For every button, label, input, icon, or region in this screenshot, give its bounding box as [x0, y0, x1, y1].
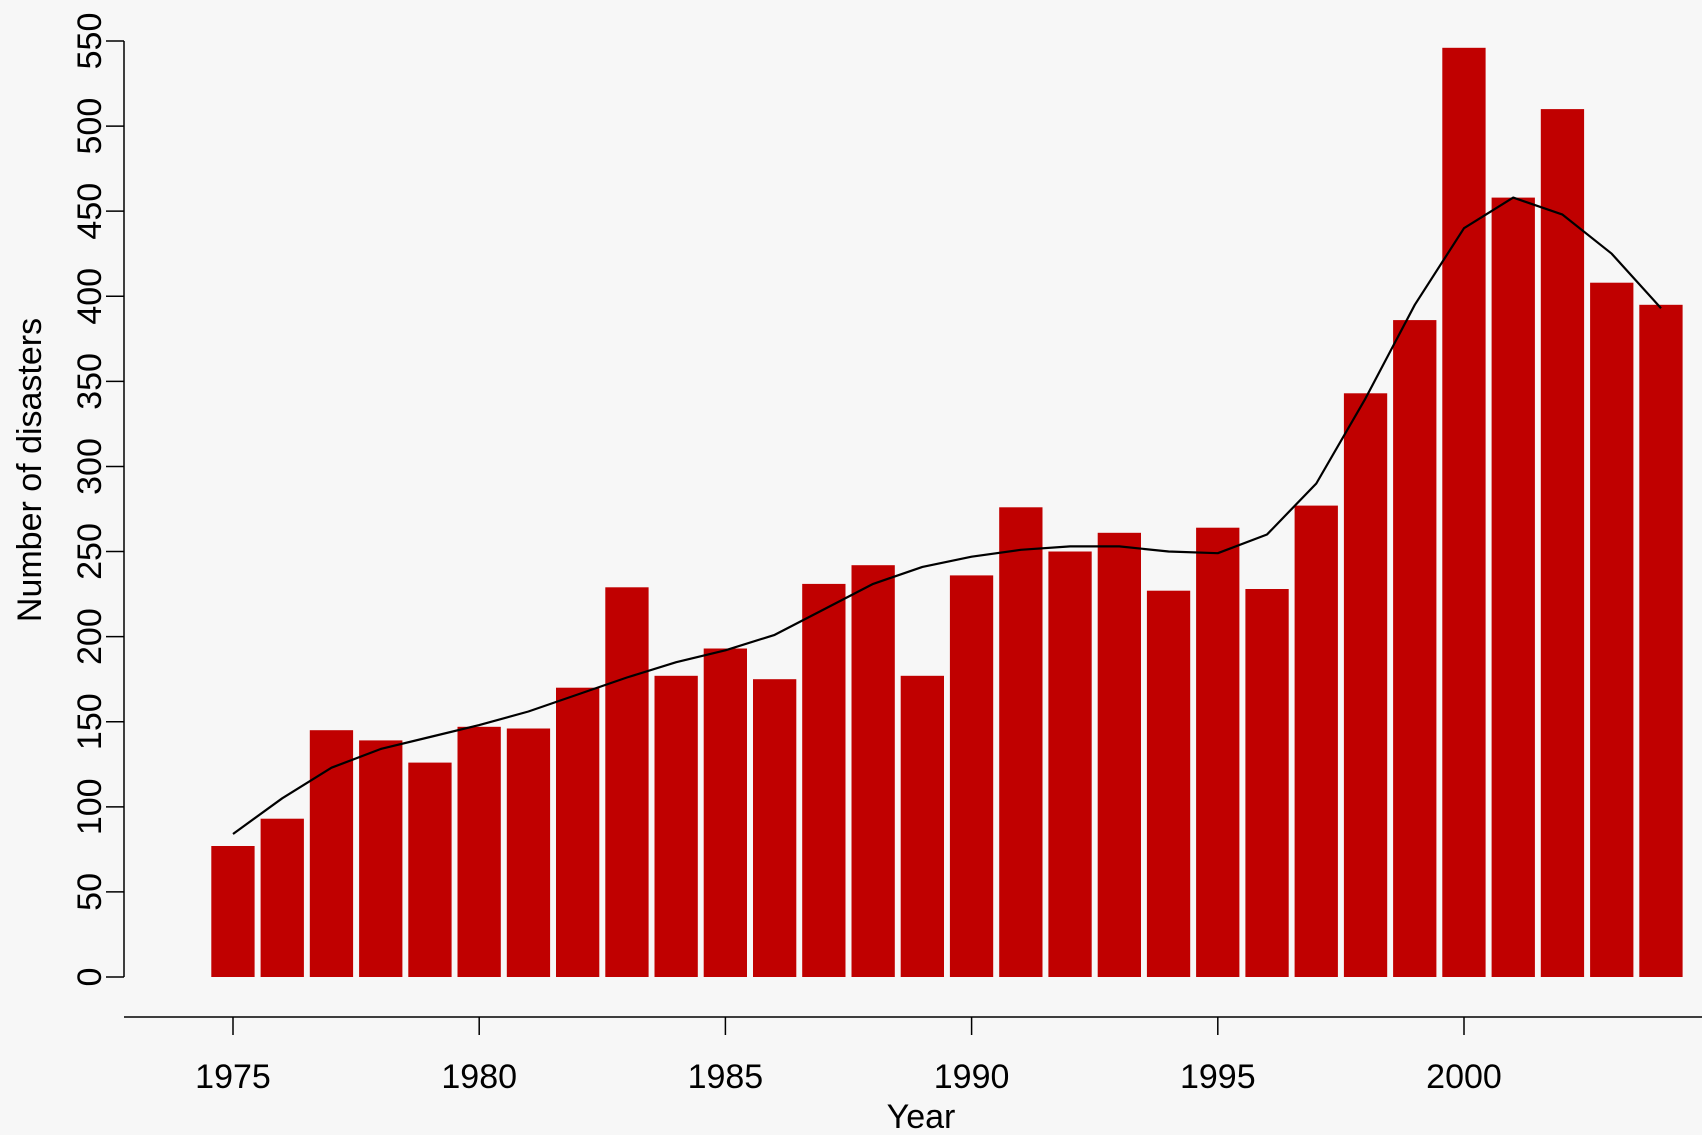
bar-2001 — [1491, 197, 1535, 978]
bar-1988 — [851, 565, 895, 977]
bar-1999 — [1393, 320, 1437, 978]
y-axis-title: Number of disasters — [11, 318, 49, 622]
bars-group — [211, 47, 1683, 978]
x-tick-label-1975: 1975 — [195, 1058, 271, 1096]
bar-1978 — [359, 740, 403, 977]
bar-1977 — [309, 730, 354, 977]
bar-2002 — [1540, 109, 1585, 978]
y-tick-label-50: 50 — [71, 873, 109, 911]
bar-1984 — [654, 675, 698, 977]
bar-1985 — [703, 648, 747, 977]
bar-1997 — [1294, 505, 1338, 977]
bar-1980 — [457, 726, 501, 977]
bar-1995 — [1196, 527, 1240, 977]
bar-1981 — [506, 728, 551, 977]
y-tick-label-550: 550 — [71, 13, 109, 70]
trend-group — [232, 196, 1662, 835]
x-tick-label-1995: 1995 — [1180, 1058, 1256, 1096]
bar-1993 — [1097, 532, 1141, 977]
y-tick-label-0: 0 — [71, 968, 109, 987]
x-axis: 1975 1980 1985 1990 1995 2000 — [124, 1016, 1702, 1096]
x-tick-label-2000: 2000 — [1426, 1058, 1502, 1096]
y-axis: 0 50 100 150 200 250 300 350 400 450 500 550 — [71, 13, 125, 987]
y-tick-label-250: 250 — [71, 523, 109, 580]
bar-1987 — [802, 583, 846, 977]
x-axis-title: Year — [887, 1098, 956, 1135]
bar-1986 — [753, 679, 797, 977]
y-tick-label-500: 500 — [71, 98, 109, 155]
bar-1998 — [1343, 393, 1388, 977]
y-tick-label-400: 400 — [71, 268, 109, 325]
y-tick-label-100: 100 — [71, 778, 109, 835]
bar-1990 — [949, 575, 994, 977]
bar-1989 — [900, 675, 944, 977]
bar-1994 — [1146, 590, 1191, 977]
y-tick-label-450: 450 — [71, 183, 109, 240]
bar-1991 — [999, 507, 1043, 977]
bar-1975 — [211, 846, 255, 977]
bar-2003 — [1590, 282, 1634, 977]
bar-1996 — [1245, 589, 1289, 977]
y-tick-label-150: 150 — [71, 693, 109, 750]
y-tick-label-350: 350 — [71, 353, 109, 410]
x-tick-label-1990: 1990 — [934, 1058, 1010, 1096]
trend-line — [232, 196, 1662, 835]
bar-1992 — [1048, 551, 1092, 977]
bar-1979 — [408, 762, 452, 977]
bar-1983 — [605, 587, 649, 977]
x-tick-label-1980: 1980 — [441, 1058, 517, 1096]
x-tick-label-1985: 1985 — [688, 1058, 764, 1096]
bar-2000 — [1442, 47, 1486, 978]
bar-1976 — [260, 818, 304, 977]
y-tick-label-300: 300 — [71, 438, 109, 495]
y-tick-label-200: 200 — [71, 608, 109, 665]
bar-2004 — [1639, 304, 1683, 977]
bar-1982 — [556, 687, 600, 977]
